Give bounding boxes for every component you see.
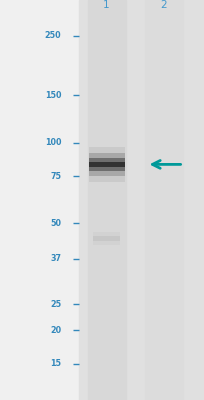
Bar <box>93 232 119 245</box>
Text: 50: 50 <box>50 219 61 228</box>
Bar <box>88 162 124 167</box>
Text: 37: 37 <box>50 254 61 263</box>
Bar <box>93 236 119 241</box>
Text: 75: 75 <box>50 172 61 181</box>
Text: 250: 250 <box>45 31 61 40</box>
Text: 2: 2 <box>160 0 166 10</box>
Text: 25: 25 <box>50 300 61 309</box>
Bar <box>88 158 124 171</box>
Bar <box>79 0 202 400</box>
Bar <box>144 0 182 400</box>
Text: 100: 100 <box>45 138 61 147</box>
Bar <box>88 147 124 182</box>
Text: 15: 15 <box>50 359 61 368</box>
Text: 1: 1 <box>103 0 109 10</box>
Text: 20: 20 <box>50 326 61 335</box>
Bar <box>88 153 124 176</box>
Bar <box>87 0 125 400</box>
Text: 150: 150 <box>45 91 61 100</box>
